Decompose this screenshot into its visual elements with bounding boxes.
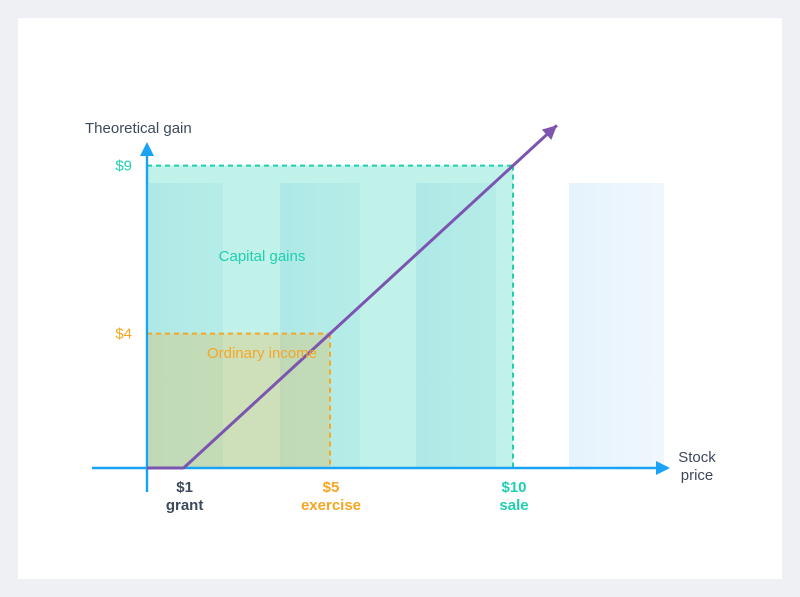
background-band: [280, 183, 360, 468]
chart-card: Theoretical gain Stock price $4 $9 $1 grant $5 e…: [18, 18, 782, 579]
y-tick-label: $4: [115, 326, 132, 343]
x-axis-arrow: [656, 461, 670, 475]
x-axis-label: price: [681, 467, 714, 484]
x-tick-label: $5: [323, 479, 340, 496]
y-axis-arrow: [140, 142, 154, 156]
x-tick-sublabel: sale: [499, 497, 528, 514]
background-bands: [149, 183, 664, 468]
gain-line: [147, 124, 558, 470]
guide-lines: [147, 164, 514, 468]
ordinary-income-label: Ordinary income: [207, 345, 317, 362]
y-tick-label: $9: [115, 158, 132, 175]
x-axis-label: Stock: [678, 449, 716, 466]
x-tick-label: $10: [501, 479, 526, 496]
y-axis-label: Theoretical gain: [85, 120, 192, 137]
series: [147, 124, 558, 470]
ordinary-income-region: [147, 333, 330, 468]
background-band: [569, 183, 664, 468]
capital-gains-label: Capital gains: [219, 248, 306, 265]
axes: [92, 142, 670, 492]
background-band: [149, 183, 223, 468]
x-tick-sublabel: exercise: [301, 497, 361, 514]
x-tick-sublabel: grant: [166, 497, 204, 514]
gain-line-arrow: [541, 125, 557, 140]
regions: [147, 165, 513, 468]
background-band: [416, 183, 496, 468]
x-tick-label: $1: [176, 479, 193, 496]
